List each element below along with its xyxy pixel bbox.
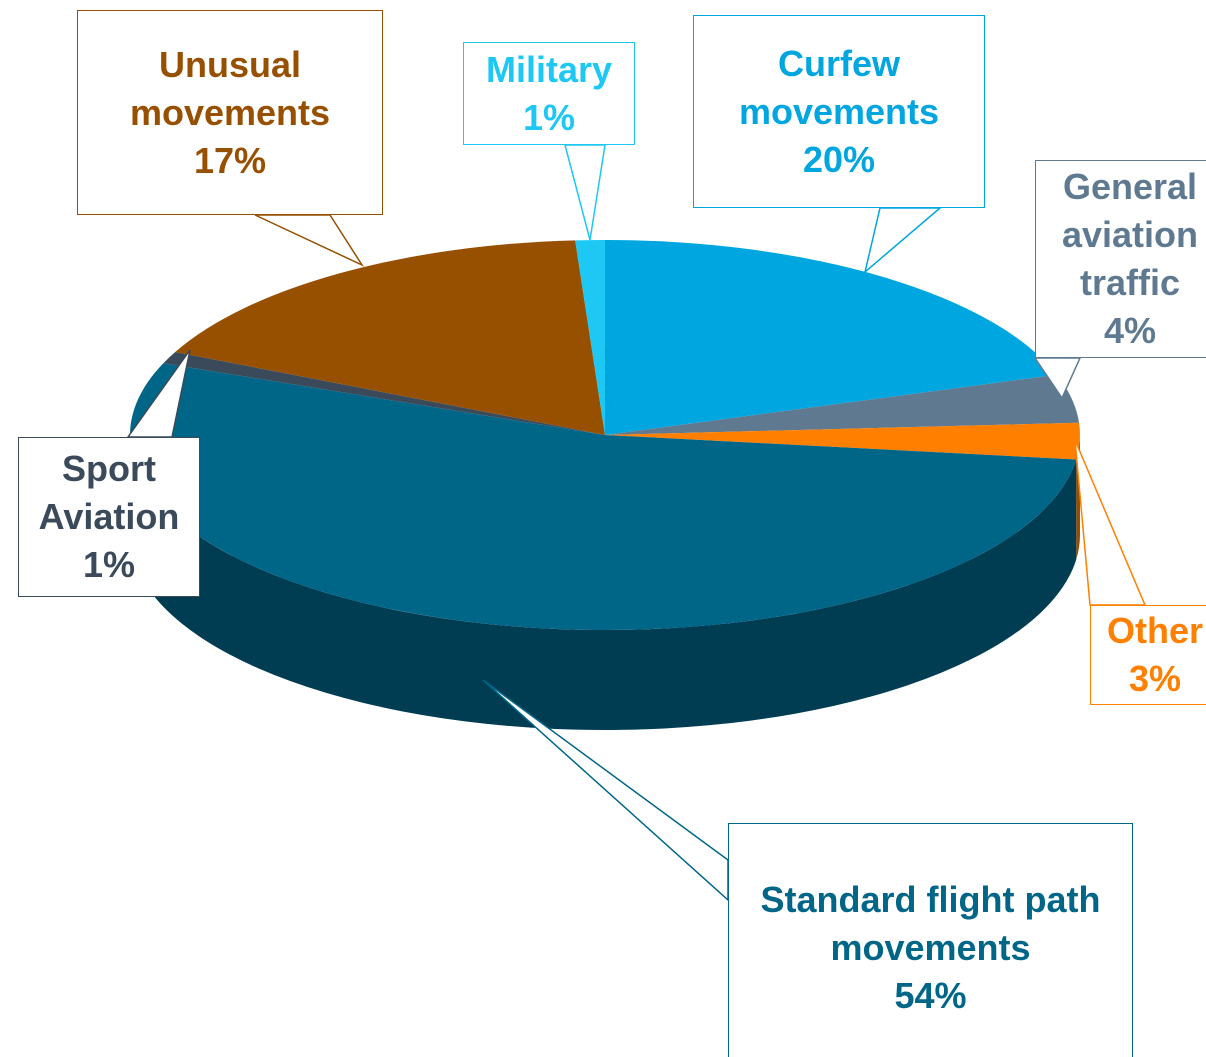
- category-name: Military: [485, 48, 613, 90]
- category-name: Curfew movements: [738, 42, 940, 132]
- callout-pointer: [1074, 439, 1147, 606]
- slice: [129, 363, 1077, 631]
- category-name: Sport Aviation: [38, 448, 180, 537]
- callout-label: Curfew movements 20%: [693, 15, 985, 208]
- value-label: 1%: [82, 544, 136, 585]
- callout-pointer: [564, 144, 606, 241]
- category-name: Standard flight path movements: [760, 879, 1101, 968]
- value-label: 4%: [1103, 310, 1157, 351]
- value-label: 1%: [522, 96, 576, 138]
- slice: [605, 240, 1057, 435]
- value-label: 17%: [193, 139, 267, 181]
- callout-label: Standard flight path movements 54%: [728, 823, 1133, 1057]
- slice: [605, 374, 1080, 435]
- slice: [605, 422, 1081, 460]
- slice-side: [130, 435, 1077, 730]
- category-name: General aviation traffic: [1061, 166, 1199, 303]
- category-name: Unusual movements: [129, 43, 331, 133]
- callout-pointer: [254, 214, 365, 267]
- slice: [575, 240, 605, 435]
- callout-pointer: [863, 207, 943, 275]
- value-label: 3%: [1128, 658, 1182, 699]
- value-label: 20%: [802, 138, 876, 180]
- slice: [175, 240, 605, 435]
- callout-label: General aviation traffic 4%: [1035, 160, 1206, 358]
- slice: [163, 351, 605, 435]
- callout-label: Other 3%: [1090, 605, 1206, 705]
- category-name: Other: [1106, 610, 1203, 651]
- callout-label: Unusual movements 17%: [77, 10, 383, 215]
- callout-label: Military 1%: [463, 42, 635, 145]
- value-label: 54%: [894, 975, 967, 1016]
- callout-label: Sport Aviation 1%: [18, 437, 200, 597]
- callout-pointer: [1033, 357, 1082, 400]
